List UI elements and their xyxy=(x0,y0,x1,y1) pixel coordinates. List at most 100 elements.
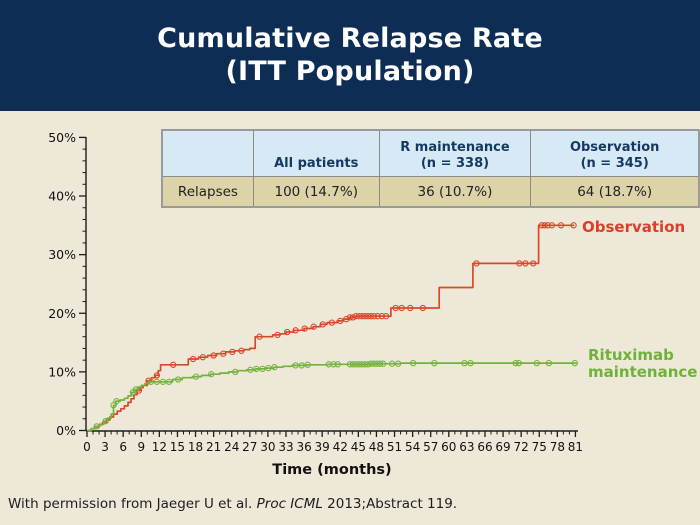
x-tick-label: 45 xyxy=(351,440,366,454)
citation-suffix: 2013;Abstract 119. xyxy=(322,496,458,512)
table-cell-all-patients: 100 (14.7%) xyxy=(252,176,380,208)
observation-censor-marker xyxy=(220,350,227,357)
observation-censor-marker xyxy=(522,260,529,267)
rituximab-censor-marker xyxy=(265,364,272,372)
y-tick-label: 30% xyxy=(48,247,76,262)
rituximab-censor-marker xyxy=(361,361,369,368)
observation-censor-marker xyxy=(310,323,317,330)
x-tick-label: 12 xyxy=(152,440,167,454)
rituximab-censor-marker xyxy=(571,359,578,367)
x-tick-label: 57 xyxy=(423,440,438,454)
observation-censor-marker xyxy=(367,313,375,320)
observation-censor-marker xyxy=(378,313,386,320)
citation-journal: Proc ICML xyxy=(256,496,323,512)
rituximab-censor-marker xyxy=(515,359,522,367)
rituximab-censor-marker xyxy=(253,365,260,373)
rituximab-censor-marker xyxy=(159,378,167,385)
rituximab-censor-marker xyxy=(370,360,378,367)
rituximab-censor-marker xyxy=(358,361,366,368)
y-tick-label: 10% xyxy=(48,364,76,379)
rituximab-censor-marker xyxy=(355,361,363,368)
rituximab-censor-marker xyxy=(533,359,540,367)
observation-censor-marker xyxy=(538,222,545,229)
observation-censor-marker xyxy=(382,313,390,320)
rituximab-censor-marker xyxy=(232,368,239,376)
x-tick-label: 21 xyxy=(206,440,221,454)
rituximab-censor-marker xyxy=(364,361,372,368)
observation-censor-marker xyxy=(284,328,291,336)
rituximab-censor-marker xyxy=(259,365,266,373)
observation-censor-marker xyxy=(355,313,363,320)
x-tick-label: 48 xyxy=(369,440,384,454)
x-tick-label: 33 xyxy=(278,440,293,454)
rituximab-censor-marker xyxy=(110,402,117,409)
table-header-row: All patients R maintenance (n = 338) Obs… xyxy=(161,129,700,177)
x-tick-label: 54 xyxy=(405,440,420,454)
observation-censor-marker xyxy=(419,304,427,312)
observation-censor-marker xyxy=(370,313,378,320)
observation-censor-marker xyxy=(352,313,360,320)
table-header-empty xyxy=(161,129,254,177)
citation-prefix: With permission from Jaeger U et al. xyxy=(8,496,257,512)
observation-censor-marker xyxy=(274,331,281,339)
rituximab-censor-marker xyxy=(394,360,402,367)
observation-censor-marker xyxy=(189,355,197,363)
observation-censor-marker xyxy=(473,260,480,267)
rituximab-censor-marker xyxy=(247,366,254,373)
rituximab-censor-marker xyxy=(376,360,384,367)
observation-censor-marker xyxy=(199,354,206,361)
observation-censor-marker xyxy=(557,222,565,229)
x-tick-label: 75 xyxy=(532,440,547,454)
rituximab-censor-marker xyxy=(373,360,381,367)
legend-rituximab: Rituximab maintenance xyxy=(588,346,698,381)
y-tick-label: 50% xyxy=(48,130,76,145)
observation-censor-marker xyxy=(210,352,217,359)
rituximab-censor-marker xyxy=(461,359,468,367)
x-tick-label: 51 xyxy=(387,440,402,454)
table-header-r-maintenance: R maintenance (n = 338) xyxy=(378,129,532,177)
rituximab-censor-marker xyxy=(330,361,337,368)
relapse-table: All patients R maintenance (n = 338) Obs… xyxy=(161,129,700,208)
observation-censor-marker xyxy=(170,361,177,368)
observation-censor-marker xyxy=(337,317,344,325)
x-tick-label: 18 xyxy=(188,440,203,454)
rituximab-curve xyxy=(87,362,577,432)
x-tick-label: 42 xyxy=(333,440,348,454)
rituximab-censor-marker xyxy=(208,371,215,378)
table-header-all-patients: All patients xyxy=(252,129,380,177)
observation-censor-marker xyxy=(541,222,548,229)
observation-curve xyxy=(87,224,575,432)
rituximab-censor-marker xyxy=(165,378,173,385)
slide-title: Cumulative Relapse Rate (ITT Population) xyxy=(157,22,543,87)
observation-censor-marker xyxy=(374,313,381,320)
rituximab-censor-marker xyxy=(304,361,311,368)
rituximab-censor-marker xyxy=(298,362,305,369)
rituximab-censor-marker xyxy=(349,361,357,368)
table-cell-observation: 64 (18.7%) xyxy=(530,176,700,208)
observation-censor-marker xyxy=(570,222,577,229)
rituximab-censor-marker xyxy=(147,378,155,385)
rituximab-censor-marker xyxy=(102,417,109,425)
rituximab-censor-marker xyxy=(352,361,360,368)
rituximab-censor-marker xyxy=(367,360,375,367)
x-tick-label: 63 xyxy=(459,440,474,454)
rituximab-censor-marker xyxy=(153,378,161,385)
legend-observation: Observation xyxy=(582,218,686,236)
rituximab-censor-marker xyxy=(410,359,417,367)
observation-censor-marker xyxy=(301,325,308,332)
x-tick-label: 0 xyxy=(83,440,91,454)
rituximab-censor-marker xyxy=(467,359,474,367)
observation-censor-marker xyxy=(361,313,369,320)
rituximab-censor-marker xyxy=(132,386,139,393)
rituximab-censor-marker xyxy=(431,359,438,367)
observation-censor-marker xyxy=(256,333,263,340)
observation-censor-marker xyxy=(358,313,366,320)
observation-censor-marker xyxy=(544,222,551,229)
observation-censor-marker xyxy=(319,321,326,328)
x-tick-label: 78 xyxy=(550,440,565,454)
x-tick-label: 27 xyxy=(242,440,257,454)
observation-censor-marker xyxy=(343,315,350,323)
rituximab-censor-marker xyxy=(512,359,519,367)
x-tick-label: 3 xyxy=(101,440,109,454)
